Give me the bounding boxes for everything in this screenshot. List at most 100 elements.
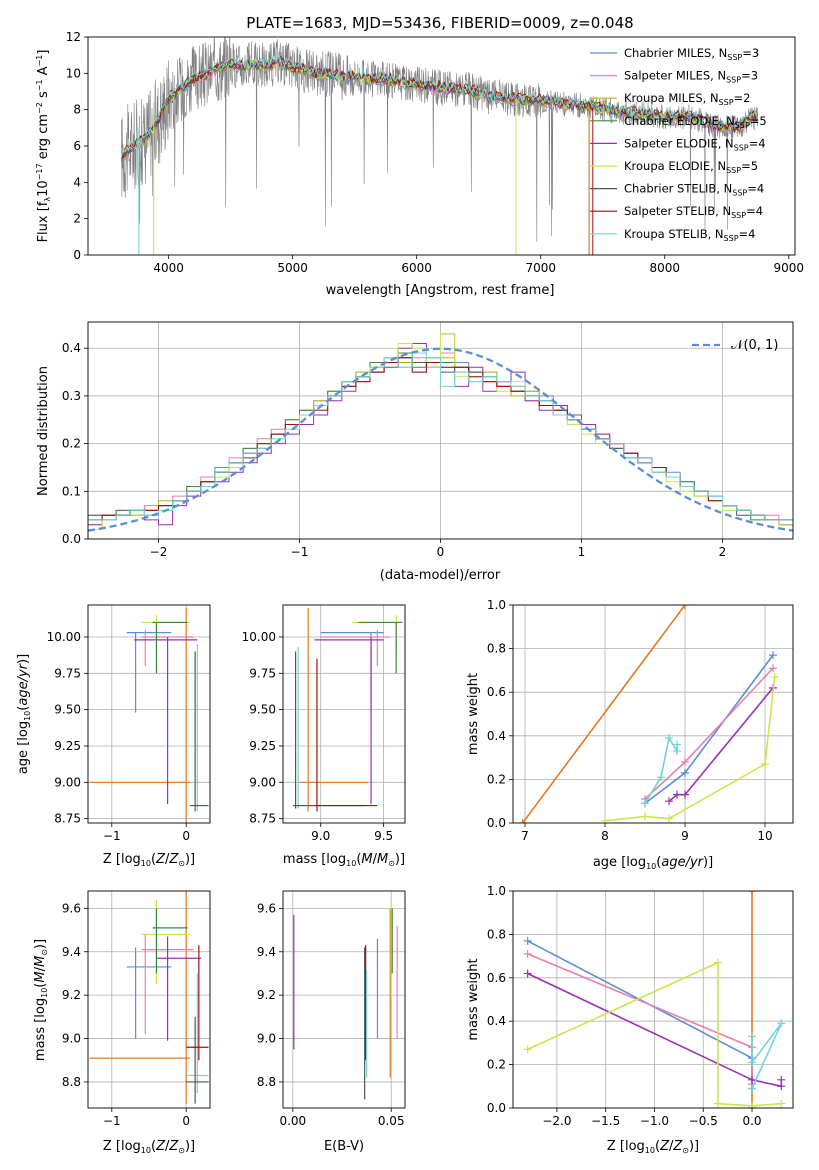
axes-frame [87,321,794,540]
weight-line [604,676,776,822]
axes-frame [87,890,211,1109]
axes-frame [282,604,406,824]
y-axis-label: mass [log10(M/M⊙)] [33,939,49,1061]
y-axis-label: mass weight [466,673,481,755]
x-tick-label: 0.00 [279,1114,306,1128]
weight-marker [769,664,777,673]
legend-label: Chabrier STELIB, NSSP=4 [624,182,764,198]
normal-distribution-curve [88,347,793,532]
x-tick-label: 0 [437,545,445,559]
weight-marker [657,773,665,782]
legend-label: Kroupa ELODIE, NSSP=5 [624,159,758,175]
weight-marker [523,969,532,978]
y-tick-label: 0.2 [487,1058,506,1072]
y-tick-label: 0.6 [487,685,506,699]
x-tick-label: 6000 [401,261,432,275]
weight-marker [523,936,532,945]
weight-marker [770,672,779,681]
x-tick-label: −1 [103,1114,121,1128]
weight-marker [681,605,689,609]
age-vs-metallicity-panel: −1 0 8.75 9.00 9.25 9.50 9.75 10.00 Z [log10(Z/Z… [16,604,211,868]
y-axis-label: Normed distribution [36,366,51,496]
weight-marker [748,1084,757,1093]
x-tick-label: −0.5 [689,1114,718,1128]
y-tick-label: 9.0 [62,1032,81,1046]
x-tick-label: 7 [521,829,529,843]
mass-vs-metallicity-panel: −1 0 8.8 9.0 9.2 9.4 9.6 Z [log10(Z/Z⊙)] mass [l… [33,890,211,1155]
axes-frame [87,36,796,256]
y-tick-label: 8.8 [62,1075,81,1089]
legend-label: 𝒩(0, 1) [731,338,778,353]
x-axis-label: Z [log10(Z/Z⊙)] [607,1139,699,1155]
x-tick-label: 8000 [649,261,680,275]
x-tick-label: 0 [182,829,190,843]
x-tick-label: 0 [182,1114,190,1128]
residual-histogram-panel: −2 −1 0 1 2 0.0 0.1 0.2 0.3 0.4 (data-model)/error… [36,321,794,583]
histogram-kroupa-stelib [88,352,793,539]
x-axis-label: Z [log10(Z/Z⊙)] [103,1139,195,1155]
x-tick-label: 2 [719,545,727,559]
y-tick-label: 9.2 [62,988,81,1002]
weight-marker [713,1099,722,1108]
x-tick-label: 0.05 [378,1114,405,1128]
weight-marker [665,733,673,742]
y-tick-label: 0.0 [487,816,506,830]
y-tick-label: 9.00 [54,775,81,789]
y-tick-label: 9.50 [249,703,276,717]
weight-marker [713,958,722,967]
age-vs-mass-panel: 9.0 9.5 8.75 9.00 9.25 9.50 9.75 10.00 mass [log… [242,604,406,868]
model-spectrum-kroupa-stelib [121,55,758,156]
y-tick-label: 9.4 [257,945,276,959]
plot-area [121,37,759,255]
x-tick-label: 5000 [277,261,308,275]
y-tick-label: 8.75 [249,812,276,826]
y-tick-label: 9.0 [257,1032,276,1046]
weight-marker [523,1045,532,1054]
y-tick-label: 9.25 [249,739,276,753]
plot-area [88,322,793,539]
weight-marker [641,799,649,808]
y-tick-label: 2 [73,212,81,226]
y-tick-label: 0.8 [487,642,506,656]
y-tick-label: 0.3 [62,389,81,403]
observed-spectrum [121,37,759,242]
x-axis-label: Z [log10(Z/Z⊙)] [103,852,195,868]
mass-weight-vs-metallicity-panel: −2.0 −1.5 −1.0 −0.5 0.0 0.0 0.2 0.4 0.6 0.8 1.0 Z [… [466,884,794,1155]
plot-area [88,891,210,1108]
y-tick-label: 0.2 [62,437,81,451]
axes-frame [512,890,794,1109]
x-tick-label: 4000 [153,261,184,275]
legend-label: Salpeter MILES, NSSP=3 [624,69,758,85]
spectrum-panel: 4000 5000 6000 7000 8000 9000 0 2 4 6 8 10 12 wavelen… [35,30,804,298]
mass-weight-vs-age-panel: 7 8 9 10 0.0 0.2 0.4 0.6 0.8 1.0 age [log10(age/yr… [466,598,794,871]
y-tick-label: 10 [66,66,81,80]
weight-marker [777,1099,786,1108]
x-tick-label: −2 [150,545,168,559]
weight-marker [769,651,777,660]
y-tick-label: 9.50 [54,703,81,717]
y-tick-label: 0.0 [62,532,81,546]
y-tick-label: 0.6 [487,971,506,985]
x-tick-label: −1 [103,829,121,843]
y-tick-label: 10.00 [47,630,81,644]
y-tick-label: 9.75 [54,666,81,680]
x-axis-label: age [log10(age/yr)] [593,855,713,871]
plot-area [283,891,405,1108]
weight-marker [748,1101,757,1108]
weight-marker [681,757,689,766]
y-axis-label: Flux [fλ10−17 erg cm−2 s−1 A−1] [35,50,52,243]
y-axis-label: age [log10(age/yr)] [16,654,32,774]
plot-area [513,605,793,823]
weight-marker [748,891,757,895]
x-axis-label: mass [log10(M/M⊙)] [283,852,405,868]
figure-title: PLATE=1683, MJD=53436, FIBERID=0009, z=0… [246,14,633,32]
x-tick-label: −1.5 [591,1114,620,1128]
y-tick-label: 8.8 [257,1075,276,1089]
x-tick-label: −1.0 [640,1114,669,1128]
weight-marker [748,1058,757,1067]
mass-vs-ebv-panel: 0.00 0.05 8.8 9.0 9.2 9.4 9.6 E(B-V) [257,890,406,1154]
plot-area [513,891,793,1108]
x-axis-label: (data-model)/error [380,568,501,583]
legend-label: Kroupa STELIB, NSSP=4 [624,227,755,243]
